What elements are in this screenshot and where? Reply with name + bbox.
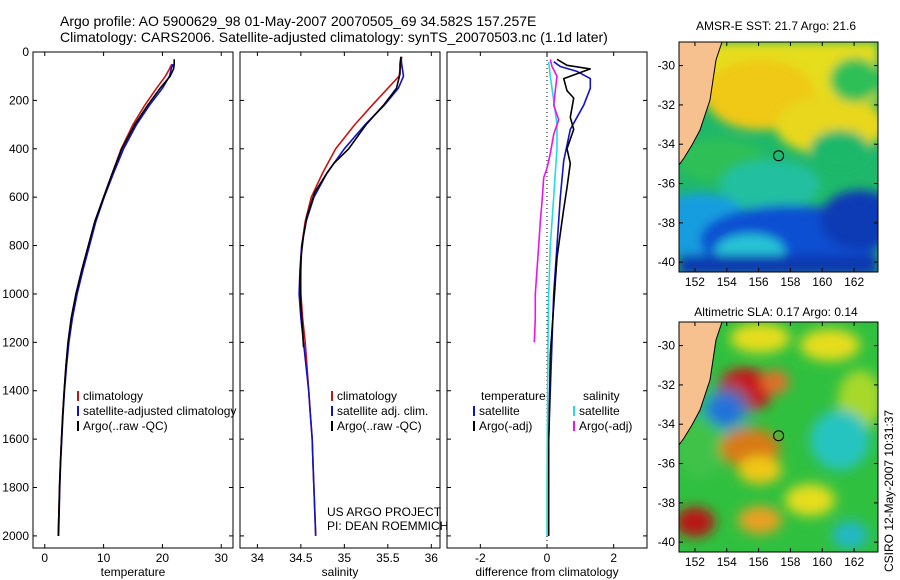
sla-field xyxy=(679,323,878,549)
sla-map-frame xyxy=(678,321,879,553)
x-tick-label: 2 xyxy=(610,551,617,565)
pi-credit: PI: DEAN ROEMMICH xyxy=(327,519,448,533)
header-line-1: Argo profile: AO 5900629_98 01-May-2007 … xyxy=(60,13,536,29)
legend-label: satellite-adjusted climatology xyxy=(83,404,236,418)
x-tick-label: 20 xyxy=(156,551,170,565)
y-tick-label: -40 xyxy=(658,535,676,549)
x-tick-label: 162 xyxy=(844,275,864,289)
sla-map-title: Altimetric SLA: 0.17 Argo: 0.14 xyxy=(694,305,858,319)
sst-coastline xyxy=(679,42,723,166)
x-tick-label: 152 xyxy=(685,555,705,569)
project-credit: US ARGO PROJECT xyxy=(327,505,442,519)
x-tick-label: 156 xyxy=(749,275,769,289)
x-tick-label: 160 xyxy=(812,275,832,289)
legend-label: satellite xyxy=(579,404,620,418)
x-tick-label: -2 xyxy=(475,551,486,565)
sst-map: AMSR-E SST: 21.7 Argo: 21.6 152 xyxy=(658,19,879,289)
y-tick-label: -38 xyxy=(658,216,676,230)
x-tick-label: 158 xyxy=(780,275,800,289)
series-line-3 xyxy=(57,59,175,536)
y-tick-label: -32 xyxy=(658,378,676,392)
y-tick-label: -34 xyxy=(658,137,676,151)
sla-map: Altimetric SLA: 0.17 Argo: 0.14 xyxy=(658,305,879,569)
legend-label: climatology xyxy=(83,389,143,403)
legend-label: Argo(-adj) xyxy=(579,419,632,433)
y-tick-label: 0 xyxy=(22,45,29,59)
x-axis-label: salinity xyxy=(322,565,359,579)
legend-label: climatology xyxy=(337,389,397,403)
x-tick-label: 0 xyxy=(544,551,551,565)
x-tick-label: 0 xyxy=(41,551,48,565)
legend-label: satellite xyxy=(479,404,520,418)
y-tick-label: 800 xyxy=(9,239,29,253)
legend-label: satellite adj. clim. xyxy=(337,404,428,418)
y-tick-label: 2000 xyxy=(2,529,29,543)
y-tick-label: 1600 xyxy=(2,432,29,446)
series-line-4 xyxy=(533,59,560,343)
plot-frame xyxy=(32,51,234,549)
x-tick-label: 10 xyxy=(97,551,111,565)
x-tick-label: 35 xyxy=(338,551,352,565)
y-tick-label: -34 xyxy=(658,417,676,431)
profile-panel-1: 0 200 400 600 800 1000 1200 1400 1600 1800 2000 0 10… xyxy=(2,45,236,579)
sst-argo-marker xyxy=(773,150,785,162)
y-tick-label: -30 xyxy=(658,59,676,73)
x-tick-label: 34.5 xyxy=(289,551,313,565)
y-tick-label: 400 xyxy=(9,142,29,156)
y-tick-label: 600 xyxy=(9,190,29,204)
legend-label: salinity xyxy=(583,389,620,403)
y-tick-label: -40 xyxy=(658,255,676,269)
x-tick-label: 152 xyxy=(685,275,705,289)
x-tick-label: 30 xyxy=(215,551,229,565)
legend-label: Argo(..raw -QC) xyxy=(337,419,422,433)
y-tick-label: 1200 xyxy=(2,335,29,349)
y-tick-label: -36 xyxy=(658,457,676,471)
y-tick-label: -38 xyxy=(658,496,676,510)
x-tick-label: 156 xyxy=(749,555,769,569)
y-tick-label: 200 xyxy=(9,93,29,107)
legend-label: Argo(..raw -QC) xyxy=(83,419,168,433)
legend-label: Argo(-adj) xyxy=(479,419,532,433)
y-tick-label: 1000 xyxy=(2,287,29,301)
sla-land xyxy=(679,322,722,445)
sla-map-ticks: 152 154 156 158 160 162 -30 -32 -34 -36 -38 -40 xyxy=(658,322,878,569)
x-tick-label: 160 xyxy=(812,555,832,569)
header-line-2: Climatology: CARS2006. Satellite-adjuste… xyxy=(60,29,608,45)
sst-map-frame xyxy=(678,41,879,273)
timestamp-stamp: CSIRO 12-May-2007 10:31:37 xyxy=(882,410,896,572)
y-tick-label: -36 xyxy=(658,177,676,191)
plot-frame xyxy=(239,51,441,549)
y-tick-label: 1400 xyxy=(2,384,29,398)
sst-map-title: AMSR-E SST: 21.7 Argo: 21.6 xyxy=(696,19,856,33)
y-tick-label: -30 xyxy=(658,339,676,353)
sst-land xyxy=(679,42,722,165)
x-axis-label: temperature xyxy=(101,565,166,579)
sla-argo-marker xyxy=(773,430,785,442)
series-line-1 xyxy=(300,56,403,536)
series-line-3 xyxy=(299,56,402,348)
sla-coastline xyxy=(679,322,723,446)
x-tick-label: 34 xyxy=(251,551,265,565)
x-tick-label: 36 xyxy=(425,551,439,565)
x-tick-label: 162 xyxy=(844,555,864,569)
y-tick-label: -32 xyxy=(658,98,676,112)
profile-panel-2: 34 34.5 35 35.5 36 salinity climatologysatelli… xyxy=(239,51,441,579)
x-tick-label: 158 xyxy=(780,555,800,569)
x-axis-label: difference from climatology xyxy=(475,565,618,579)
y-tick-label: 1800 xyxy=(2,481,29,495)
series-line-2 xyxy=(57,63,174,536)
sst-map-ticks: 152 154 156 158 160 162 -30 -32 -34 -36 -38 -40 xyxy=(658,42,878,289)
series-line-2 xyxy=(547,58,592,536)
x-tick-label: 35.5 xyxy=(376,551,400,565)
x-tick-label: 154 xyxy=(717,275,737,289)
sst-field xyxy=(679,42,878,272)
legend-label: temperature xyxy=(481,389,546,403)
x-tick-label: 154 xyxy=(717,555,737,569)
